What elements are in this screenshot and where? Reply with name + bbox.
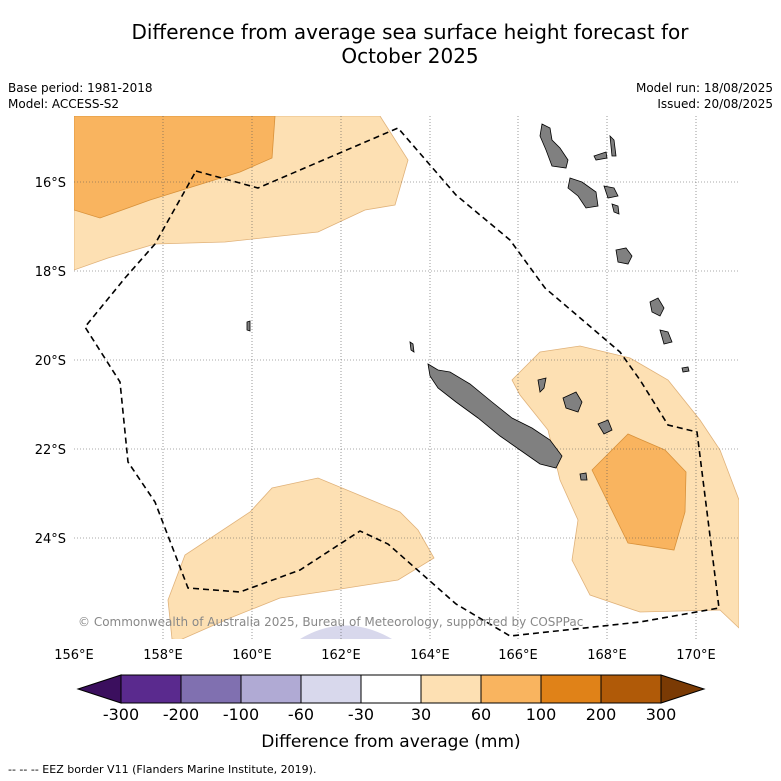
colorbar-segment xyxy=(480,674,542,704)
loyalty-islands-lifou xyxy=(562,391,583,413)
vanuatu-malekula xyxy=(567,177,599,209)
colorbar-segment xyxy=(420,674,482,704)
copyright-text: © Commonwealth of Australia 2025, Bureau… xyxy=(78,615,583,629)
title-line-2: October 2025 xyxy=(341,44,479,68)
gridlines xyxy=(74,116,739,639)
vanuatu-tanna xyxy=(659,329,673,345)
colorbar-tick: 100 xyxy=(526,705,557,724)
lon-label: 168°E xyxy=(587,648,627,663)
colorbar-segment xyxy=(240,674,302,704)
colorbar-segment xyxy=(180,674,242,704)
colorbar-arrow-max xyxy=(660,674,706,704)
lat-label: 24°S xyxy=(35,532,66,547)
vanuatu-espiritu-santo xyxy=(539,123,569,169)
chesterfield-islet xyxy=(246,320,251,332)
colorbar-segment xyxy=(600,674,662,704)
lon-label: 164°E xyxy=(410,648,450,663)
lat-label: 18°S xyxy=(35,265,66,280)
colorbar-arrow-min xyxy=(76,674,122,704)
colorbar-tick: 30 xyxy=(411,705,431,724)
new-caledonia-main-island xyxy=(427,363,563,469)
colorbar-tick: -100 xyxy=(223,705,259,724)
colorbar-tick: 300 xyxy=(646,705,677,724)
anomaly-region-south-light xyxy=(167,477,435,639)
vanuatu-ambae xyxy=(593,151,608,161)
colorbar-tick: -200 xyxy=(163,705,199,724)
model-run: Model run: 18/08/2025 xyxy=(635,81,773,95)
meta-right: Model run: 18/08/2025 Issued: 20/08/2025 xyxy=(636,80,773,112)
anomaly-region-east-mid xyxy=(591,433,687,551)
vanuatu-pentecost xyxy=(609,134,617,157)
vanuatu-efate xyxy=(615,247,633,265)
colorbar-tick: -30 xyxy=(348,705,374,724)
colorbar xyxy=(76,674,706,704)
colorbar-label: Difference from average (mm) xyxy=(261,732,520,752)
base-period: Base period: 1981-2018 xyxy=(8,81,153,95)
colorbar-segment xyxy=(300,674,362,704)
longitude-labels: 156°E 158°E 160°E 162°E 164°E 166°E 168°… xyxy=(54,648,716,663)
lon-label: 158°E xyxy=(143,648,183,663)
lat-label: 20°S xyxy=(35,354,66,369)
anomaly-region-north-mid xyxy=(74,116,276,219)
lon-label: 170°E xyxy=(676,648,716,663)
lon-label: 156°E xyxy=(54,648,94,663)
model-name: Model: ACCESS-S2 xyxy=(8,97,120,111)
land-masses xyxy=(246,123,690,481)
lon-label: 166°E xyxy=(498,648,538,663)
vanuatu-epi xyxy=(611,203,620,215)
colorbar-tick: 60 xyxy=(471,705,491,724)
anomaly-region-south-negative xyxy=(300,625,392,639)
latitude-labels: 16°S 18°S 20°S 22°S 24°S xyxy=(35,176,66,547)
loyalty-islands-ouvea xyxy=(537,377,547,393)
colorbar-segment xyxy=(540,674,602,704)
colorbar-ticks: -300 -200 -100 -60 -30 30 60 100 200 300 xyxy=(103,705,676,724)
lon-label: 160°E xyxy=(232,648,272,663)
loyalty-islands-mare xyxy=(597,419,613,435)
eez-legend-note: -- -- -- EEZ border V11 (Flanders Marine… xyxy=(8,763,317,776)
colorbar-segment xyxy=(120,674,182,704)
lat-label: 16°S xyxy=(35,176,66,191)
title-line-1: Difference from average sea surface heig… xyxy=(131,20,689,44)
lat-label: 22°S xyxy=(35,443,66,458)
belep-islets xyxy=(409,341,415,353)
lon-label: 162°E xyxy=(321,648,361,663)
map-title: Difference from average sea surface heig… xyxy=(60,20,760,68)
colorbar-segment xyxy=(360,674,422,704)
map-area xyxy=(74,116,739,639)
issued-date: Issued: 20/08/2025 xyxy=(657,97,773,111)
isle-of-pines xyxy=(579,472,588,481)
vanuatu-ambrym xyxy=(603,185,619,199)
colorbar-tick: -60 xyxy=(288,705,314,724)
colorbar-tick: -300 xyxy=(103,705,139,724)
vanuatu-aneityum xyxy=(681,366,690,373)
colorbar-tick: 200 xyxy=(586,705,617,724)
meta-left: Base period: 1981-2018 Model: ACCESS-S2 xyxy=(8,80,153,112)
vanuatu-erromango xyxy=(649,297,665,317)
eez-border-line xyxy=(84,127,720,637)
